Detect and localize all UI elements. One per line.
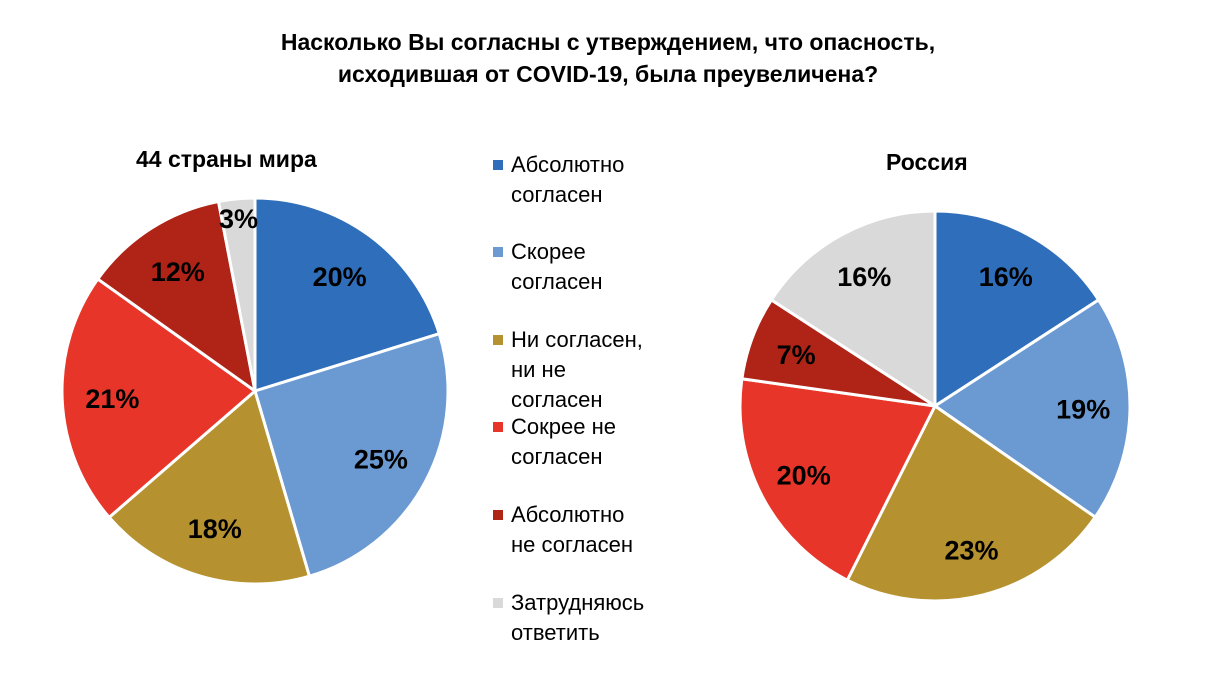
chart-title-line1: Насколько Вы согласны с утверждением, чт…	[280, 29, 936, 55]
data-label: 7%	[777, 340, 816, 370]
legend-label: Абсолютно	[511, 152, 625, 177]
legend-swatch	[493, 422, 503, 432]
data-label: 3%	[219, 204, 258, 234]
legend-label: согласен	[511, 444, 603, 469]
pie-slice	[95, 199, 258, 395]
legend-label: согласен	[511, 269, 603, 294]
legend-item: Ни согласен, ни не согласен	[493, 325, 644, 415]
data-label: 18%	[188, 514, 242, 544]
legend-label: ни не	[511, 357, 566, 382]
legend-label: Сокрее не	[511, 414, 616, 439]
legend-label: Абсолютно	[511, 502, 625, 527]
pie-slice	[769, 209, 937, 409]
legend-label: Ни согласен,	[511, 327, 643, 352]
legend-swatch	[493, 510, 503, 520]
chart-title-line2: исходившая от COVID-19, была преувеличен…	[337, 61, 879, 87]
data-label: 23%	[944, 536, 998, 566]
data-label: 20%	[313, 262, 367, 292]
pie-slice	[932, 297, 1132, 520]
legend-label: ответить	[511, 620, 600, 645]
data-label: 21%	[85, 384, 139, 414]
data-label: 25%	[354, 444, 408, 474]
legend-swatch	[493, 247, 503, 257]
legend-label: согласен	[511, 387, 603, 412]
data-label: 20%	[777, 461, 831, 491]
legend-item: Сокрее не согласен	[493, 412, 644, 472]
data-label: 16%	[979, 262, 1033, 292]
legend-label: согласен	[511, 182, 603, 207]
chart-title: Насколько Вы согласны с утверждением, чт…	[0, 26, 1216, 90]
legend-swatch	[493, 335, 503, 345]
data-label: 12%	[151, 257, 205, 287]
pie-slice	[845, 403, 1098, 603]
legend-label: Скорее	[511, 239, 586, 264]
legend-swatch	[493, 160, 503, 170]
legend-label: не согласен	[511, 532, 633, 557]
data-label: 16%	[837, 262, 891, 292]
legend-item: Затрудняюсь ответить	[493, 588, 644, 648]
legend-item: Скорее согласен	[493, 237, 644, 297]
pie-slice	[738, 377, 938, 583]
pie-slice	[253, 331, 450, 579]
pie-title-russia: Россия	[886, 149, 968, 175]
pie-slice	[60, 276, 258, 520]
legend-item: Абсолютно согласен	[493, 150, 644, 210]
pie-slice	[933, 209, 1101, 409]
pie-slice	[107, 388, 312, 586]
data-label: 19%	[1056, 394, 1110, 424]
pie-slice	[216, 196, 257, 392]
legend-item: Абсолютно не согласен	[493, 500, 644, 560]
legend: Абсолютно согласен Скорее согласен Ни со…	[493, 150, 644, 648]
legend-swatch	[493, 598, 503, 608]
legend-label: Затрудняюсь	[511, 590, 645, 615]
pie-slice	[253, 196, 442, 394]
pie-title-world: 44 страны мира	[136, 146, 317, 172]
